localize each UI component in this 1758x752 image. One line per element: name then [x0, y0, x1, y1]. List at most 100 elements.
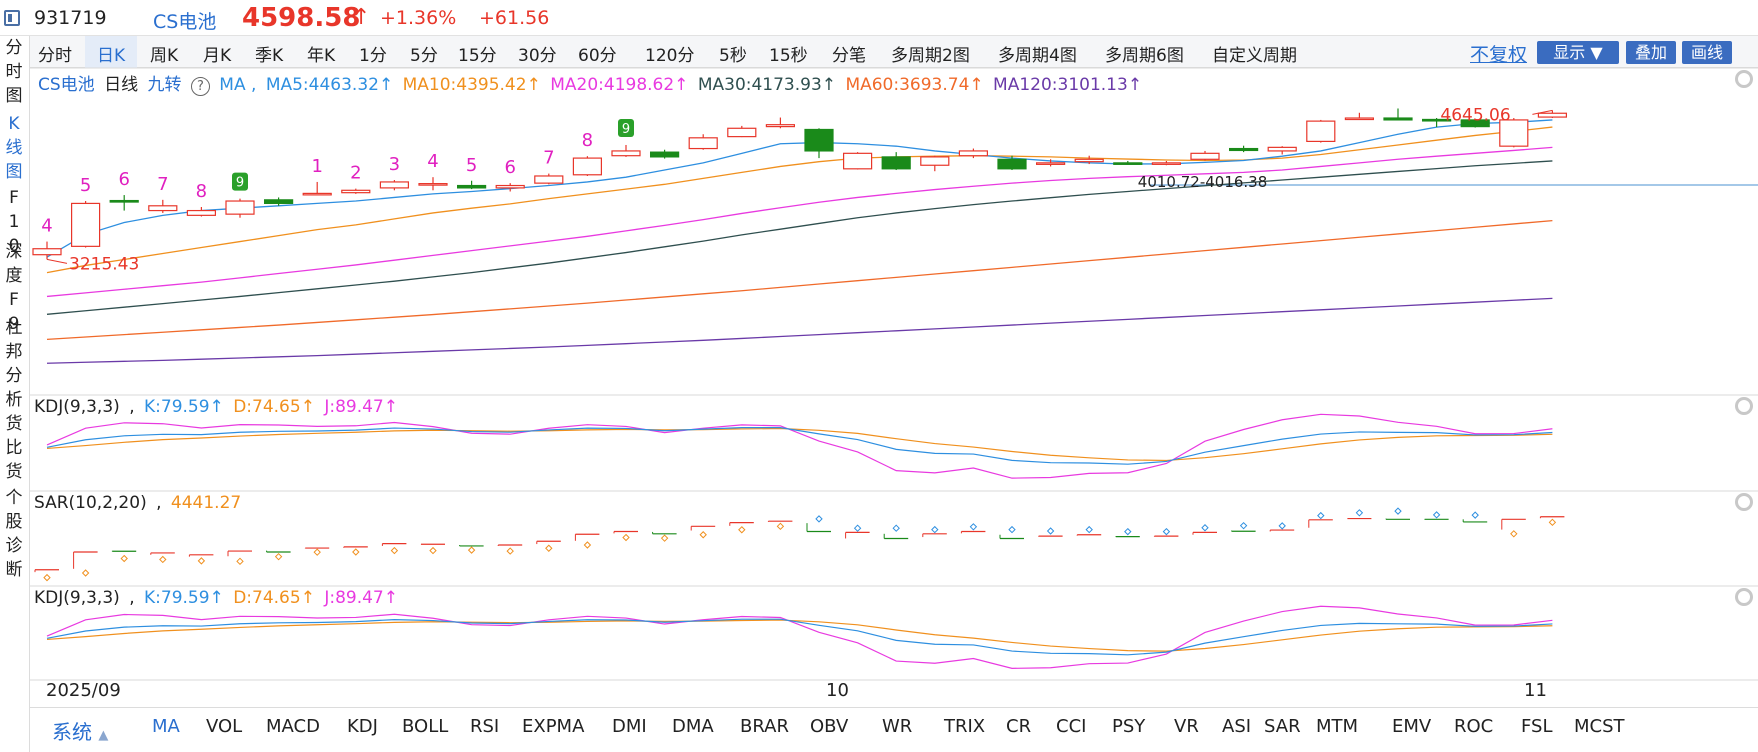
sar-dot [815, 515, 823, 523]
candle-body [765, 124, 796, 128]
kdj-name[interactable]: KDJ(9,3,3) [34, 397, 120, 417]
sar-name[interactable]: SAR(10,2,20) [34, 493, 147, 513]
candle-body [688, 137, 718, 150]
left-nav-depth[interactable]: 深度F9 [0, 240, 28, 336]
display-button[interactable]: 显示 ▼ [1537, 41, 1619, 64]
sar-sep: , [156, 493, 162, 513]
legend-ma120: MA120:3101.13↑ [993, 75, 1143, 95]
ind-tab-asi[interactable]: ASI [1222, 716, 1252, 737]
tab-60min[interactable]: 60分 [578, 46, 617, 66]
main-legend: CS电池 日线 九转 ? MA , MA5:4463.32↑ MA10:4395… [38, 70, 1146, 96]
ind-tab-expma[interactable]: EXPMA [522, 716, 585, 737]
candle-body [1035, 162, 1066, 165]
x-axis: 2025/09 10 11 [30, 680, 1758, 707]
ind-tab-wr[interactable]: WR [882, 716, 913, 737]
kdj2-settings-gear-icon[interactable] [1735, 588, 1753, 606]
kdj-k-line [46, 618, 1553, 656]
x-label-nov: 11 [1524, 680, 1547, 701]
candle-body [1074, 158, 1104, 163]
jiuzhuan-count: 5 [466, 155, 477, 176]
ind-tab-sar[interactable]: SAR [1264, 716, 1301, 737]
tab-fenshi[interactable]: 分时 [38, 46, 72, 66]
panel-toggle-icon[interactable] [4, 10, 20, 26]
tab-quarter-k[interactable]: 季K [255, 46, 284, 66]
ind-tab-vr[interactable]: VR [1174, 716, 1199, 737]
stock-name[interactable]: CS电池 [153, 11, 217, 33]
ind-tab-trix[interactable]: TRIX [944, 716, 986, 737]
jiuzhuan-count: 4 [427, 151, 438, 172]
tab-month-k[interactable]: 月K [203, 46, 232, 66]
ind-tab-cci[interactable]: CCI [1056, 716, 1087, 737]
overlay-button[interactable]: 叠加 [1626, 41, 1676, 64]
ind-tab-kdj[interactable]: KDJ [347, 716, 378, 737]
fuquan-dropdown[interactable]: 不复权 [1470, 44, 1528, 66]
help-icon[interactable]: ? [190, 77, 210, 96]
tab-tick[interactable]: 分笔 [832, 46, 866, 66]
legend-ma20: MA20:4198.62↑ [550, 75, 689, 95]
ind-tab-mtm[interactable]: MTM [1316, 716, 1359, 737]
tab-year-k[interactable]: 年K [307, 46, 336, 66]
jiuzhuan-count: 4 [41, 216, 52, 237]
display-button-label: 显示 [1553, 43, 1586, 62]
tab-5min[interactable]: 5分 [410, 46, 438, 66]
tab-day-k[interactable]: 日K [97, 46, 126, 66]
ind-tab-mcst[interactable]: MCST [1574, 716, 1625, 737]
quote-header: 931719 CS电池 4598.58 ↑ +1.36% +61.56 [0, 0, 1758, 36]
ind-tab-dma[interactable]: DMA [672, 716, 714, 737]
left-nav-dupont-label: 杜邦分析 [5, 318, 23, 410]
left-nav-kline-label: K线图 [5, 114, 23, 182]
ind-tab-vol[interactable]: VOL [206, 716, 243, 737]
kdj-j-line [46, 413, 1553, 479]
sar-dot [776, 522, 785, 531]
sar-settings-gear-icon[interactable] [1735, 493, 1753, 511]
kdj-settings-gear-icon[interactable] [1735, 397, 1753, 415]
ind-tab-psy[interactable]: PSY [1112, 716, 1146, 737]
left-nav-compare-label: 货比货 [5, 414, 23, 482]
candle-body [186, 209, 216, 216]
ind-tab-roc[interactable]: ROC [1454, 716, 1494, 737]
tab-multi6[interactable]: 多周期6图 [1105, 46, 1184, 66]
ind-tab-boll[interactable]: BOLL [402, 716, 449, 737]
left-nav-compare[interactable]: 货比货 [0, 412, 28, 484]
ind-tab-rsi[interactable]: RSI [470, 716, 500, 737]
left-nav-f10[interactable]: F10 [0, 186, 28, 258]
candle-body [727, 127, 757, 138]
sar-dot [1162, 527, 1171, 536]
candle-body [997, 158, 1027, 170]
sar-dot [1510, 530, 1518, 538]
kdj-k-line [46, 426, 1553, 465]
candle-body [881, 156, 911, 170]
kdj2-legend: KDJ(9,3,3) , K:79.59↑ D:74.65↑ J:89.47↑ [34, 588, 402, 608]
left-nav-fenshi[interactable]: 分时图 [0, 36, 28, 108]
left-nav-diagnosis[interactable]: 个股诊断 [0, 486, 28, 582]
tab-15sec[interactable]: 15秒 [769, 46, 808, 66]
kdj2-name[interactable]: KDJ(9,3,3) [34, 588, 120, 608]
tab-120min[interactable]: 120分 [645, 46, 695, 66]
price-up-arrow-icon: ↑ [352, 5, 371, 30]
tab-multi2[interactable]: 多周期2图 [891, 46, 970, 66]
ind-tab-cr[interactable]: CR [1006, 716, 1032, 737]
legend-jiuzhuan[interactable]: 九转 [147, 75, 182, 95]
tab-15min[interactable]: 15分 [458, 46, 497, 66]
tab-1min[interactable]: 1分 [359, 46, 387, 66]
tab-5sec[interactable]: 5秒 [719, 46, 747, 66]
ind-tab-dmi[interactable]: DMI [612, 716, 647, 737]
main-settings-gear-icon[interactable] [1735, 70, 1753, 88]
tab-multi4[interactable]: 多周期4图 [998, 46, 1077, 66]
left-nav-kline[interactable]: K线图 [0, 112, 28, 184]
ind-tab-macd[interactable]: MACD [266, 716, 320, 737]
jiuzhuan-count: 7 [157, 174, 168, 195]
ind-tab-emv[interactable]: EMV [1392, 716, 1432, 737]
candle-body [1460, 119, 1490, 128]
ind-tab-brar[interactable]: BRAR [740, 716, 789, 737]
tab-30min[interactable]: 30分 [518, 46, 557, 66]
ind-tab-ma[interactable]: MA [152, 716, 180, 737]
system-dropdown[interactable]: 系统 ▲ [52, 716, 108, 745]
ind-tab-obv[interactable]: OBV [810, 716, 849, 737]
left-nav-dupont[interactable]: 杜邦分析 [0, 316, 28, 412]
draw-line-button[interactable]: 画线 [1682, 41, 1732, 64]
tab-week-k[interactable]: 周K [150, 46, 179, 66]
ind-tab-fsl[interactable]: FSL [1521, 716, 1553, 737]
tab-custom-period[interactable]: 自定义周期 [1212, 46, 1297, 66]
